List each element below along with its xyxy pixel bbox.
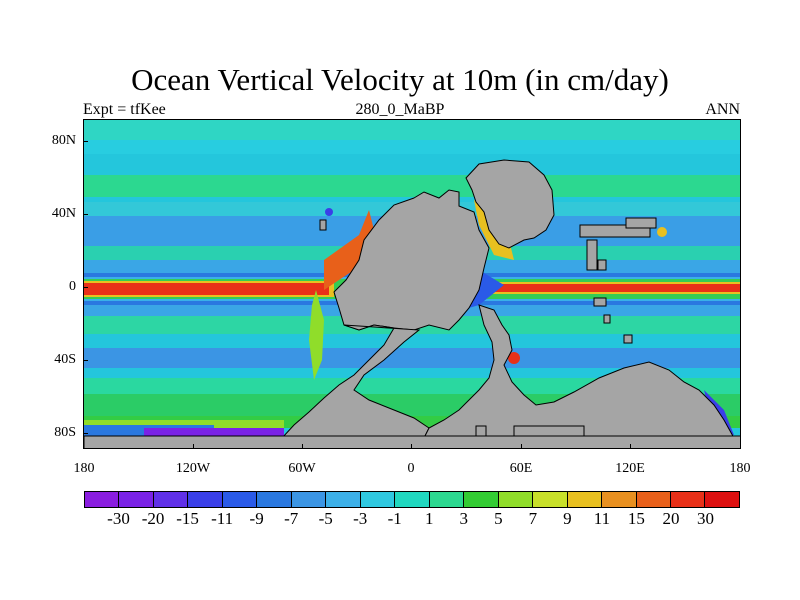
colorbar-swatch xyxy=(636,492,671,507)
x-tick-label-120w: 120W xyxy=(175,461,211,476)
colorbar xyxy=(84,491,740,508)
colorbar-swatch xyxy=(429,492,465,507)
x-tick xyxy=(302,444,303,449)
y-tick-label-80n: 80N xyxy=(51,133,76,148)
colorbar-label: 1 xyxy=(425,509,434,528)
colorbar-label: -15 xyxy=(176,509,199,528)
colorbar-swatch xyxy=(119,492,154,507)
colorbar-swatch xyxy=(670,492,706,507)
colorbar-swatch xyxy=(326,492,361,507)
colorbar-swatch xyxy=(602,492,637,507)
x-tick-label-180e: 180 xyxy=(729,461,751,476)
season-label: ANN xyxy=(705,101,740,118)
colorbar-label: -7 xyxy=(284,509,299,528)
colorbar-label: -20 xyxy=(141,509,165,528)
colorbar-label: 9 xyxy=(563,509,572,528)
colorbar-swatch xyxy=(257,492,292,507)
y-tick xyxy=(83,433,88,434)
period-label: 280_0_MaBP xyxy=(355,101,445,118)
colorbar-label: 15 xyxy=(627,509,645,528)
velocity-field xyxy=(84,120,740,448)
colorbar-swatch xyxy=(705,492,739,507)
x-tick xyxy=(193,444,194,449)
colorbar-swatch xyxy=(153,492,189,507)
colorbar-label: -3 xyxy=(353,509,368,528)
colorbar-swatch xyxy=(498,492,534,507)
y-tick-label-eq: 0 xyxy=(69,279,76,294)
colorbar-swatch xyxy=(85,492,120,507)
land-masses xyxy=(84,159,740,448)
y-tick xyxy=(83,287,88,288)
experiment-label: Expt = tfKee xyxy=(83,101,166,118)
x-tick-label-180w: 180 xyxy=(73,461,95,476)
y-tick xyxy=(83,214,88,215)
y-tick xyxy=(83,360,88,361)
colorbar-swatch xyxy=(533,492,568,507)
x-tick-label-60e: 60E xyxy=(509,461,533,476)
y-tick-label-40s: 40S xyxy=(54,352,76,367)
colorbar-swatch xyxy=(567,492,603,507)
colorbar-label: -5 xyxy=(318,509,333,528)
colorbar-swatch xyxy=(188,492,223,507)
colorbar-label: 5 xyxy=(494,509,503,528)
map-title: Ocean Vertical Velocity at 10m (in cm/da… xyxy=(131,62,669,97)
colorbar-swatch xyxy=(360,492,396,507)
colorbar-label: 20 xyxy=(662,509,680,528)
colorbar-label: -30 xyxy=(107,509,130,528)
colorbar-label: -9 xyxy=(249,509,264,528)
colorbar-label: 11 xyxy=(593,509,611,528)
x-tick-label-0: 0 xyxy=(407,461,415,476)
colorbar-swatch xyxy=(222,492,258,507)
x-tick-label-60w: 60W xyxy=(288,461,316,476)
colorbar-label: 7 xyxy=(528,509,538,528)
x-tick xyxy=(411,444,412,449)
x-tick xyxy=(630,444,631,449)
y-tick-label-80s: 80S xyxy=(54,425,76,440)
y-tick xyxy=(83,141,88,142)
colorbar-label: -11 xyxy=(211,509,234,528)
colorbar-label: 3 xyxy=(459,509,469,528)
map-plot xyxy=(83,119,741,449)
y-tick-label-40n: 40N xyxy=(51,206,76,221)
colorbar-label: 30 xyxy=(696,509,714,528)
colorbar-swatch xyxy=(291,492,327,507)
x-tick-label-120e: 120E xyxy=(615,461,645,476)
colorbar-swatch xyxy=(395,492,430,507)
colorbar-swatch xyxy=(464,492,499,507)
colorbar-label: -1 xyxy=(387,509,402,528)
x-tick xyxy=(521,444,522,449)
